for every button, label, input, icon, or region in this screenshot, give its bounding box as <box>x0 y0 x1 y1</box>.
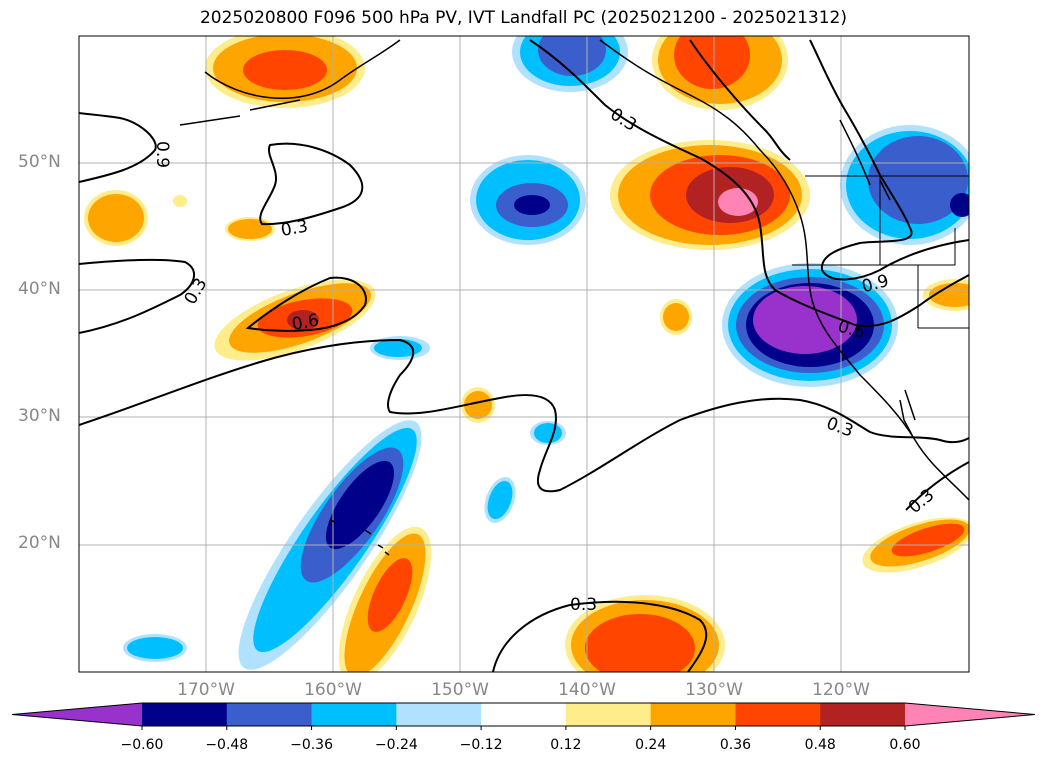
contour-label: 0.3 <box>279 217 309 241</box>
contour-label: 0.6 <box>290 311 320 335</box>
colorbar-segment <box>396 703 482 726</box>
contour-label: 0.3 <box>570 595 597 615</box>
colorbar-tick-label: 0.36 <box>719 737 752 753</box>
contour-label: 0.9 <box>152 141 172 168</box>
colorbar-segment <box>226 703 313 726</box>
colorbar-tick-label: 0.60 <box>889 737 921 753</box>
pv-filled-regions <box>84 36 969 672</box>
lon-label-170w: 170°W <box>177 680 235 700</box>
colorbar-tick-label: −0.60 <box>120 737 164 753</box>
coastlines <box>179 39 969 556</box>
lon-label-150w: 150°W <box>431 680 489 700</box>
colorbar-tick-label: 0.24 <box>635 737 667 753</box>
lat-label-40n: 40°N <box>18 279 61 299</box>
graticule <box>79 36 969 672</box>
map-title: 2025020800 F096 500 hPa PV, IVT Landfall… <box>199 8 847 28</box>
lon-label-120w: 120°W <box>812 680 870 700</box>
colorbar-segment <box>565 703 652 726</box>
colorbar-extend-low <box>12 703 142 726</box>
colorbar-segment <box>142 703 228 726</box>
colorbar-tick-label: 0.48 <box>804 737 836 753</box>
colorbar-tick-label: −0.36 <box>290 737 333 753</box>
colorbar-segment <box>650 703 736 726</box>
lon-label-140w: 140°W <box>558 680 616 700</box>
lon-label-130w: 130°W <box>685 680 743 700</box>
colorbar-segment <box>311 703 397 726</box>
colorbar-segment <box>735 703 821 726</box>
colorbar-segment <box>820 703 906 726</box>
colorbar-tick-label: −0.48 <box>205 737 249 753</box>
borders <box>792 175 969 329</box>
lon-label-160w: 160°W <box>304 680 362 700</box>
colorbar-tick-label: −0.24 <box>374 737 418 753</box>
lat-label-20n: 20°N <box>18 533 61 553</box>
pv-contours <box>79 39 969 672</box>
colorbar-segment <box>481 703 567 726</box>
colorbar-tick-label: 0.12 <box>550 737 582 753</box>
lat-label-50n: 50°N <box>18 152 61 172</box>
colorbar-extend-high <box>905 703 1035 726</box>
lat-label-30n: 30°N <box>18 406 61 426</box>
map-frame <box>78 35 970 673</box>
colorbar-tick-label: −0.12 <box>459 737 503 753</box>
